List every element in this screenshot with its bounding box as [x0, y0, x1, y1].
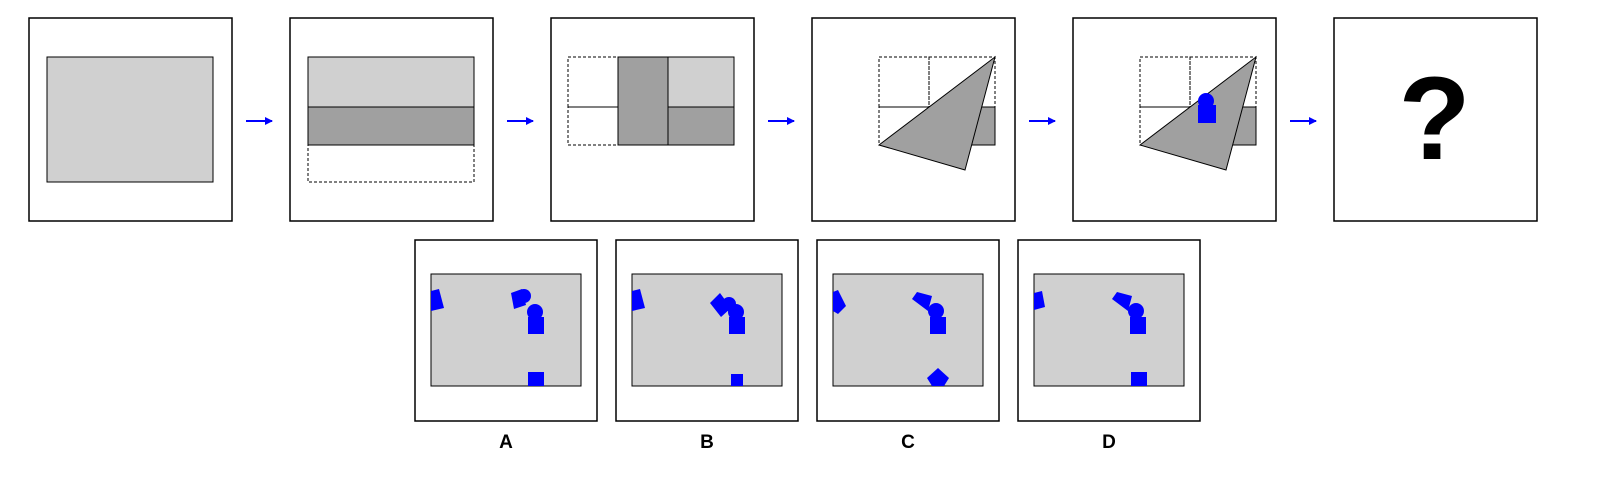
step-2-panel — [289, 17, 494, 222]
square-hole-icon — [930, 317, 946, 334]
circle-hole-icon — [527, 304, 543, 320]
folded-flap — [307, 106, 475, 146]
paper-sheet — [46, 56, 214, 183]
square-hole-icon — [1198, 105, 1216, 123]
circle-hole-icon — [928, 303, 944, 319]
paper-top-half — [307, 56, 475, 108]
square-hole-icon — [1112, 292, 1132, 311]
square-hole-icon — [833, 290, 846, 314]
circle-hole-icon — [517, 289, 531, 303]
option-c-panel[interactable] — [816, 239, 1000, 422]
option-label-c: C — [901, 432, 915, 453]
square-hole-icon — [912, 292, 932, 311]
option-b-panel[interactable] — [615, 239, 799, 422]
paper-right-upper — [667, 56, 735, 108]
dashed-original-outline — [307, 144, 475, 183]
square-hole-icon — [927, 368, 949, 386]
square-hole-icon — [431, 289, 444, 311]
question-panel — [1333, 17, 1538, 222]
square-hole-icon — [1131, 372, 1147, 386]
square-hole-icon — [1130, 317, 1146, 334]
holes — [632, 289, 745, 386]
paper-right-lower — [667, 106, 735, 146]
square-hole-icon — [632, 289, 645, 311]
square-hole-icon — [528, 317, 544, 334]
punched-hole — [1198, 93, 1216, 123]
step-1-panel — [28, 17, 233, 222]
folded-left-strip — [617, 56, 669, 146]
holes — [833, 290, 949, 386]
square-hole-icon — [1034, 291, 1045, 310]
step-3-panel — [550, 17, 755, 222]
question-mark: ? — [1398, 53, 1471, 185]
option-d-panel[interactable] — [1017, 239, 1201, 422]
square-hole-icon — [528, 372, 544, 386]
option-label-b: B — [700, 432, 714, 453]
circle-hole-icon — [1128, 303, 1144, 319]
dashed-left-lower — [567, 106, 619, 146]
holes — [1034, 291, 1147, 386]
square-hole-icon — [731, 374, 743, 386]
option-label-d: D — [1102, 432, 1116, 453]
square-hole-icon — [710, 293, 731, 317]
square-hole-icon — [729, 317, 745, 334]
option-a-panel[interactable] — [414, 239, 598, 422]
step-5-panel — [1072, 17, 1277, 222]
step-4-panel — [811, 17, 1016, 222]
circle-hole-icon — [728, 304, 744, 320]
holes — [431, 289, 544, 386]
folded-triangle — [877, 55, 996, 171]
option-label-a: A — [499, 432, 513, 453]
